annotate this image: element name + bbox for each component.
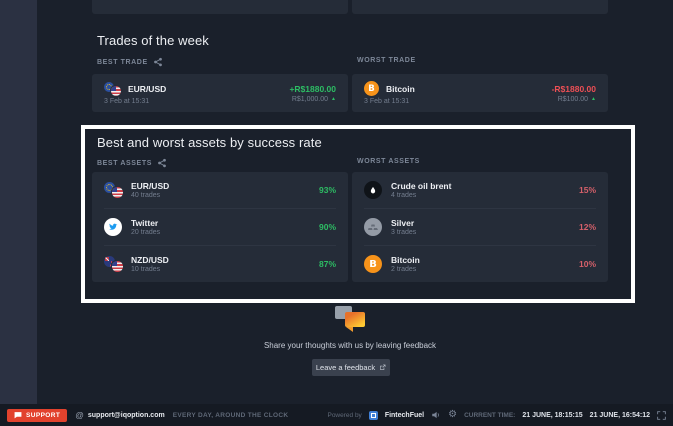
previous-section-card xyxy=(92,0,348,14)
share-icon[interactable] xyxy=(157,158,167,168)
success-rate: 12% xyxy=(578,222,596,232)
trade-asset-name: EUR/USD xyxy=(128,83,167,94)
bitcoin-icon xyxy=(364,81,379,96)
worst-trade-label: WORST TRADE xyxy=(357,57,416,64)
share-icon[interactable] xyxy=(153,57,163,67)
bitcoin-icon xyxy=(364,255,382,273)
feedback-bubbles-icon xyxy=(334,306,365,334)
up-arrow-icon: ▲ xyxy=(591,95,596,102)
speaker-icon[interactable] xyxy=(431,410,441,420)
previous-section-card xyxy=(352,0,608,14)
asset-row-crude-oil: Crude oil brent 4 trades 15% xyxy=(364,172,596,208)
trade-profit: +R$1880.00 xyxy=(289,83,336,94)
best-assets-card: EUR/USD 40 trades 93% Twitter 20 trades … xyxy=(92,172,348,282)
trade-date: 3 Feb at 15:31 xyxy=(364,98,410,105)
trade-stake: R$100.00 xyxy=(557,95,589,103)
success-rate: 15% xyxy=(578,185,596,195)
asset-row-eurusd: EUR/USD 40 trades 93% xyxy=(104,172,336,208)
powered-by-label: Powered by xyxy=(327,411,362,419)
fintechfuel-brand-link[interactable]: FintechFuel xyxy=(384,411,425,419)
crude-oil-icon xyxy=(364,181,382,199)
success-rate: 10% xyxy=(578,259,596,269)
current-time-primary: 21 JUNE, 18:15:15 xyxy=(522,411,583,419)
fullscreen-icon[interactable] xyxy=(657,410,666,420)
current-time-label: CURRENT TIME: xyxy=(464,411,516,419)
best-assets-label: BEST ASSETS xyxy=(97,158,167,168)
current-time-secondary: 21 JUNE, 16:54:12 xyxy=(589,411,650,419)
nzdusd-flag-icon xyxy=(104,256,123,272)
left-background-panel xyxy=(0,0,37,404)
feedback-message: Share your thoughts with us by leaving f… xyxy=(263,341,437,350)
worst-assets-label: WORST ASSETS xyxy=(357,158,420,165)
section-title-assets-success-rate: Best and worst assets by success rate xyxy=(97,135,322,150)
trade-stake: R$1,000.00 xyxy=(291,95,329,103)
asset-row-nzdusd: NZD/USD 10 trades 87% xyxy=(104,245,336,282)
best-trade-card: EUR/USD 3 Feb at 15:31 +R$1880.00 R$1,00… xyxy=(92,74,348,112)
twitter-icon xyxy=(104,218,122,236)
fintechfuel-logo xyxy=(368,410,378,420)
support-hours: EVERY DAY, AROUND THE CLOCK xyxy=(172,411,289,419)
gear-icon[interactable]: ⚙ xyxy=(448,409,458,420)
success-rate: 90% xyxy=(318,222,336,232)
chat-bubble-icon xyxy=(14,411,22,419)
trade-asset-name: Bitcoin xyxy=(386,83,415,94)
silver-icon xyxy=(364,218,382,236)
success-rate: 87% xyxy=(318,259,336,269)
leave-feedback-button[interactable]: Leave a feedback xyxy=(312,359,390,376)
asset-row-twitter: Twitter 20 trades 90% xyxy=(104,208,336,245)
best-trade-label: BEST TRADE xyxy=(97,57,163,67)
trade-loss: -R$1880.00 xyxy=(551,83,596,94)
eurusd-flag-icon xyxy=(104,81,121,96)
at-icon: @ xyxy=(75,410,84,420)
asset-row-silver: Silver 3 trades 12% xyxy=(364,208,596,245)
support-button[interactable]: SUPPORT xyxy=(7,408,68,422)
support-email-link[interactable]: @ support@iqoption.com xyxy=(75,410,165,420)
eurusd-flag-icon xyxy=(104,182,123,198)
asset-row-bitcoin: Bitcoin 2 trades 10% xyxy=(364,245,596,282)
success-rate: 93% xyxy=(318,185,336,195)
up-arrow-icon: ▲ xyxy=(331,95,336,102)
section-title-trades-of-week: Trades of the week xyxy=(97,33,209,48)
worst-assets-card: Crude oil brent 4 trades 15% Silver 3 tr… xyxy=(352,172,608,282)
external-link-icon xyxy=(379,364,386,371)
footer-bar: SUPPORT @ support@iqoption.com EVERY DAY… xyxy=(0,404,673,426)
worst-trade-card: Bitcoin 3 Feb at 15:31 -R$1880.00 R$100.… xyxy=(352,74,608,112)
trade-date: 3 Feb at 15:31 xyxy=(104,97,150,105)
